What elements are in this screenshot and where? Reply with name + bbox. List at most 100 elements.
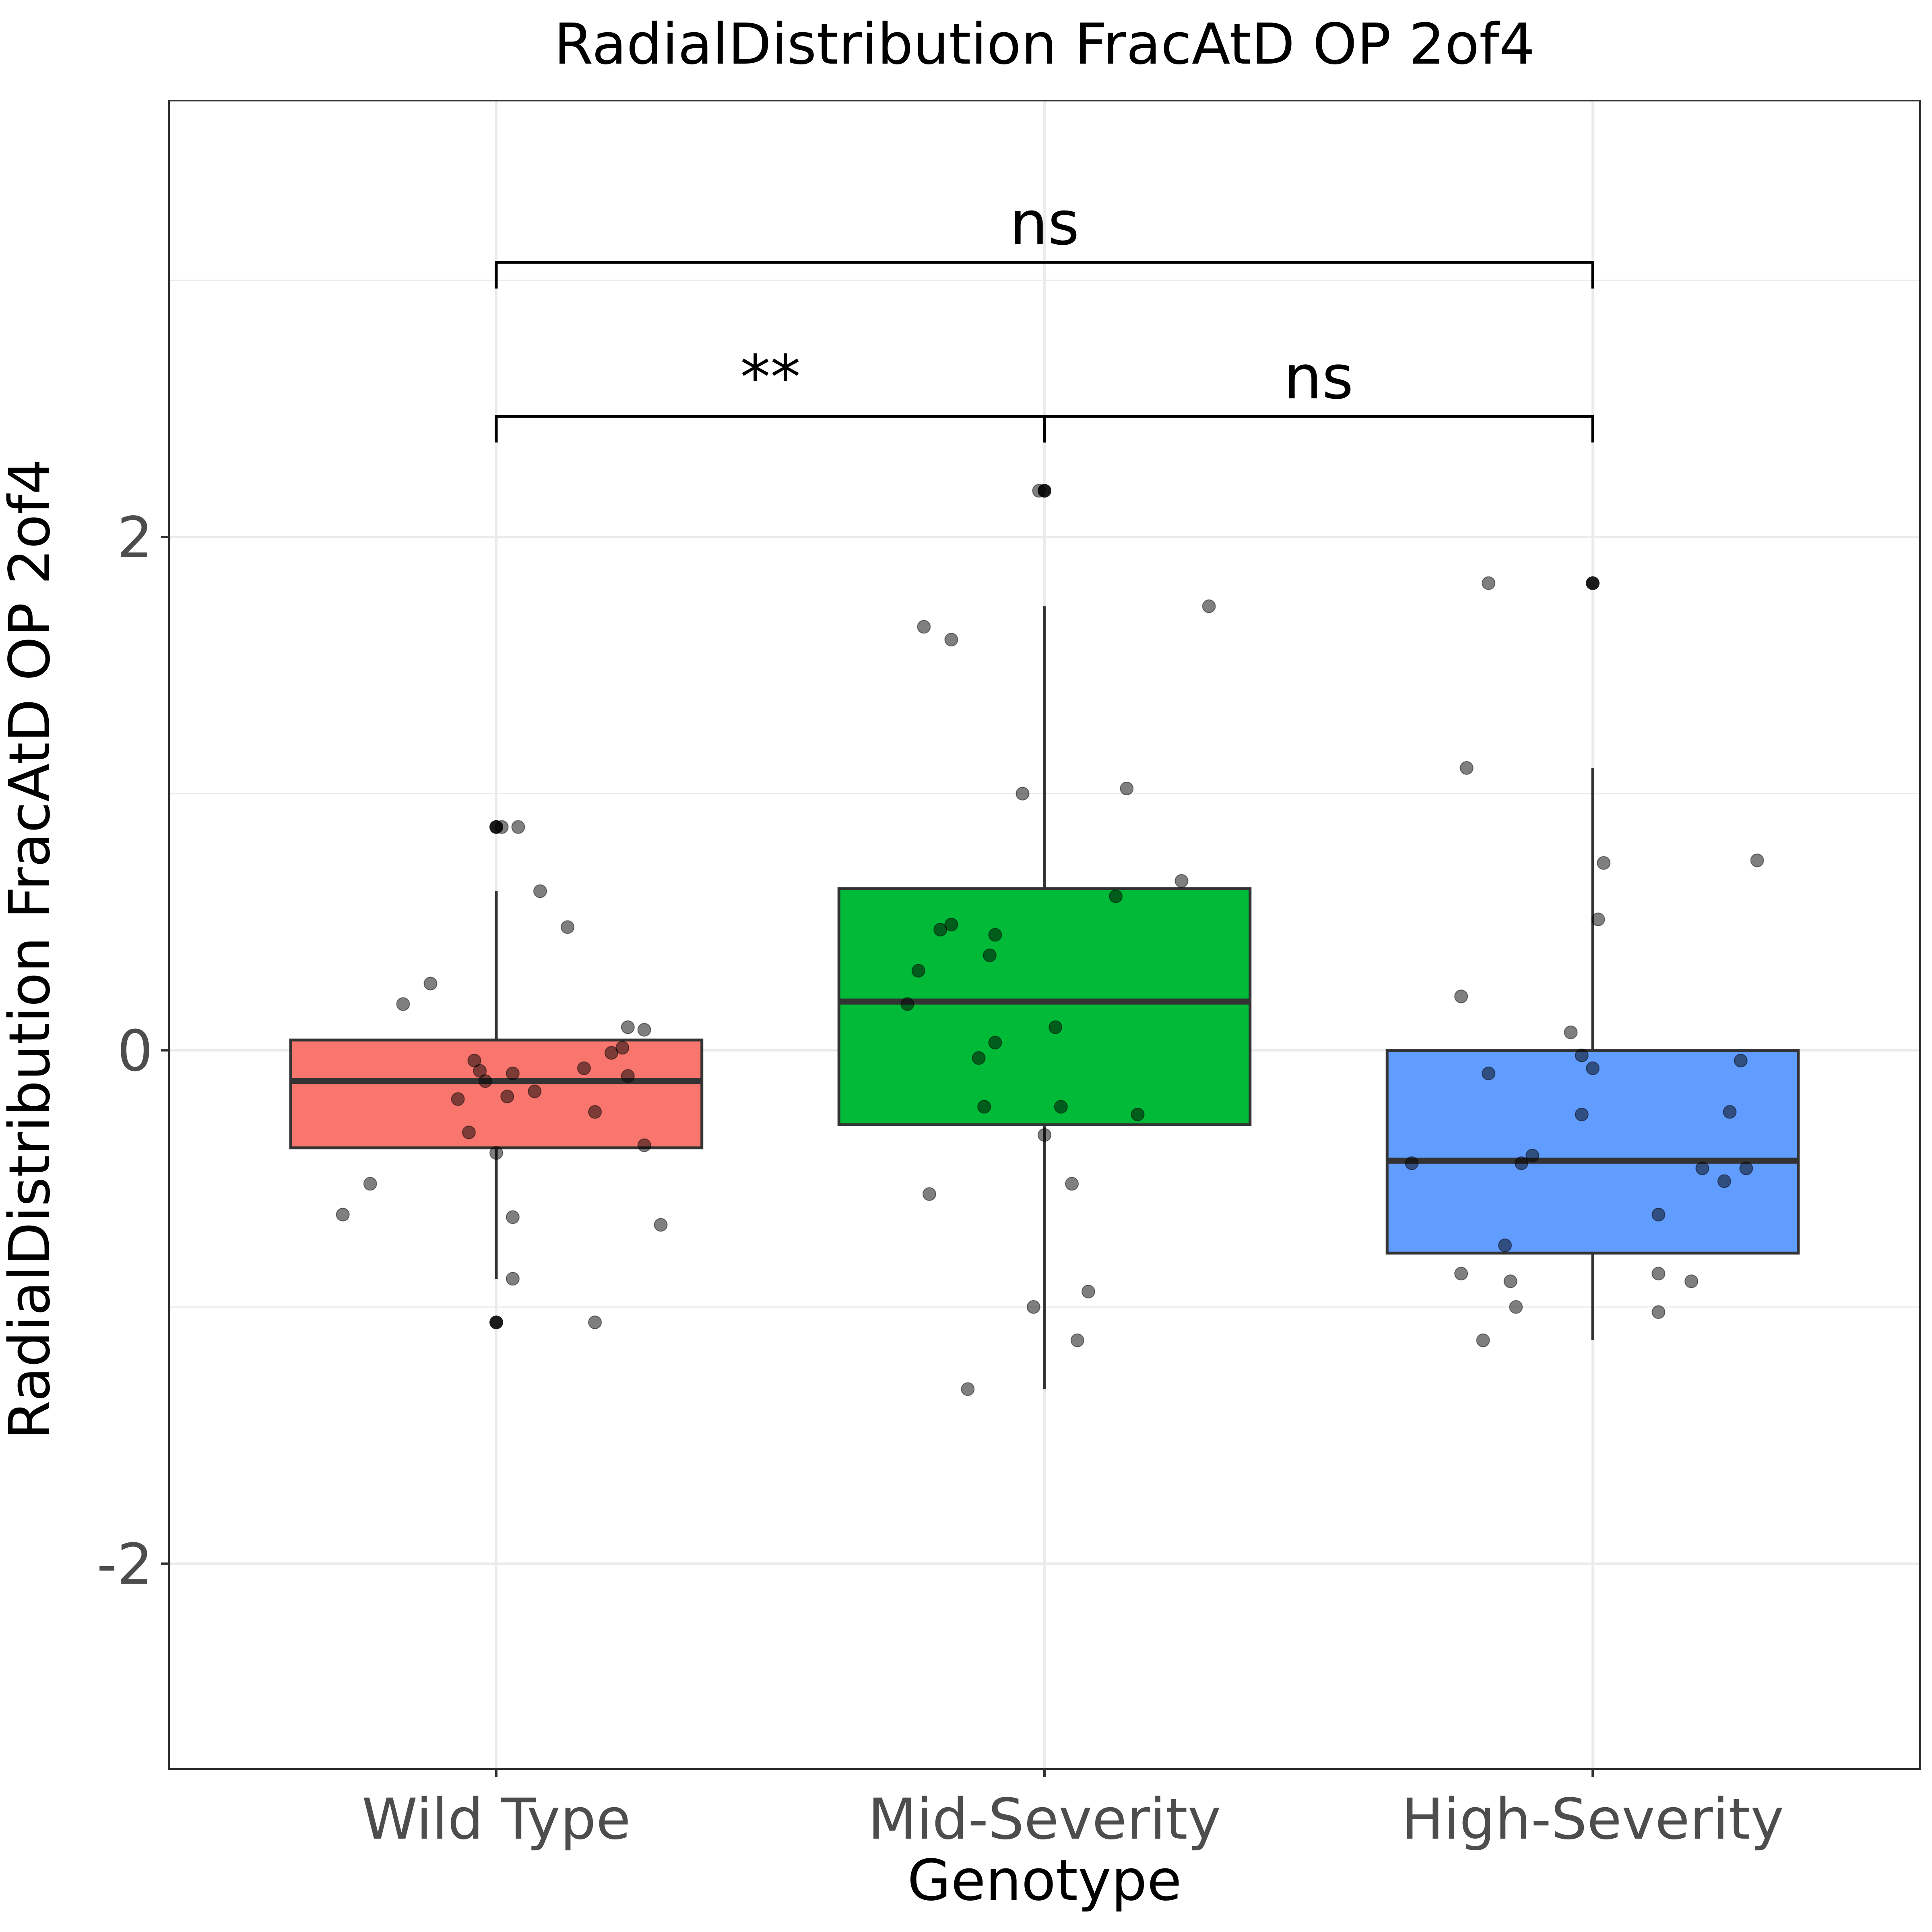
data-point bbox=[561, 920, 575, 934]
data-point bbox=[1174, 874, 1189, 888]
data-point bbox=[1651, 1305, 1666, 1319]
data-point bbox=[621, 1020, 635, 1034]
x-tick-label: High-Severity bbox=[1402, 1787, 1784, 1852]
data-point bbox=[1564, 1025, 1578, 1039]
data-point bbox=[1597, 856, 1611, 870]
data-point bbox=[1482, 1066, 1496, 1080]
data-point bbox=[528, 1084, 542, 1098]
data-point bbox=[922, 1187, 936, 1201]
data-point bbox=[1016, 786, 1030, 801]
data-point bbox=[1120, 782, 1134, 796]
data-point bbox=[577, 1061, 591, 1075]
y-tick-label: 2 bbox=[117, 505, 153, 571]
data-point bbox=[621, 1069, 635, 1083]
data-point bbox=[1454, 1267, 1468, 1281]
data-point bbox=[1591, 912, 1605, 927]
data-point bbox=[533, 884, 547, 898]
data-point bbox=[911, 964, 925, 978]
data-point bbox=[1070, 1333, 1084, 1348]
data-point bbox=[1202, 599, 1216, 613]
data-point bbox=[1459, 761, 1474, 775]
data-point bbox=[1575, 1049, 1589, 1063]
data-point bbox=[506, 1210, 520, 1224]
data-point bbox=[988, 928, 1002, 942]
data-point bbox=[900, 997, 914, 1011]
data-point bbox=[972, 1051, 986, 1065]
data-point bbox=[637, 1138, 651, 1152]
data-point bbox=[1514, 1156, 1528, 1170]
data-point bbox=[1651, 1208, 1666, 1222]
box-mid-severity bbox=[837, 887, 1252, 1126]
data-point bbox=[961, 1382, 975, 1396]
data-point bbox=[983, 948, 997, 962]
data-point bbox=[944, 633, 958, 647]
data-point bbox=[1405, 1156, 1419, 1170]
data-point bbox=[977, 1100, 991, 1114]
data-point bbox=[423, 976, 438, 991]
data-point bbox=[1054, 1100, 1068, 1114]
data-point bbox=[1695, 1161, 1709, 1175]
significance-label: ns bbox=[1009, 189, 1079, 259]
significance-label: ns bbox=[1284, 343, 1353, 413]
data-point bbox=[1049, 1020, 1063, 1034]
data-point bbox=[917, 620, 931, 634]
data-point bbox=[1482, 576, 1496, 590]
data-point bbox=[506, 1066, 520, 1080]
data-point bbox=[1723, 1105, 1737, 1119]
box-high-severity bbox=[1385, 1049, 1800, 1255]
data-point bbox=[588, 1315, 602, 1329]
significance-bracket bbox=[495, 415, 1046, 443]
data-point bbox=[1717, 1174, 1731, 1188]
data-point bbox=[615, 1041, 630, 1055]
plot-panel: ns ** ns -2 0 2 Wild Type Mid-Severity High-Seve… bbox=[97, 100, 1921, 1852]
box-wild-type bbox=[289, 1038, 704, 1150]
data-point bbox=[506, 1272, 520, 1286]
data-point bbox=[495, 820, 509, 834]
data-point bbox=[1109, 889, 1123, 903]
data-point bbox=[988, 1036, 1002, 1050]
data-point bbox=[1131, 1107, 1145, 1121]
x-tick-label: Wild Type bbox=[362, 1787, 631, 1852]
outlier-point bbox=[1586, 576, 1600, 590]
outlier-point bbox=[489, 1315, 503, 1329]
significance-bracket bbox=[495, 261, 1594, 289]
data-point bbox=[1503, 1274, 1517, 1288]
data-point bbox=[1454, 989, 1468, 1003]
y-tick-label: 0 bbox=[117, 1018, 153, 1084]
data-point bbox=[478, 1074, 492, 1088]
data-point bbox=[1525, 1148, 1540, 1162]
data-point bbox=[1750, 853, 1764, 867]
data-point bbox=[944, 917, 958, 931]
data-point bbox=[1032, 484, 1046, 498]
data-point bbox=[1081, 1284, 1095, 1298]
data-point bbox=[500, 1090, 514, 1104]
data-point bbox=[1476, 1333, 1490, 1348]
data-point bbox=[654, 1218, 668, 1232]
data-point bbox=[1734, 1053, 1748, 1067]
data-point bbox=[1684, 1274, 1699, 1288]
data-point bbox=[588, 1105, 602, 1119]
data-point bbox=[451, 1092, 465, 1106]
y-axis-title: RadialDistribution FracAtD OP 2of4 bbox=[0, 458, 63, 1439]
data-point bbox=[396, 997, 410, 1011]
x-axis-title: Genotype bbox=[907, 1848, 1182, 1913]
data-point bbox=[1509, 1300, 1523, 1314]
significance-bracket bbox=[1043, 415, 1594, 443]
data-point bbox=[1586, 1061, 1600, 1075]
x-tick-label: Mid-Severity bbox=[868, 1787, 1221, 1852]
data-point bbox=[462, 1125, 476, 1139]
chart-title: RadialDistribution FracAtD OP 2of4 bbox=[554, 12, 1535, 77]
data-point bbox=[1065, 1177, 1079, 1191]
data-point bbox=[1575, 1107, 1589, 1121]
data-point bbox=[1038, 1128, 1051, 1142]
data-point bbox=[1026, 1300, 1040, 1314]
data-point bbox=[363, 1177, 377, 1191]
data-point bbox=[1739, 1161, 1753, 1175]
y-tick-label: -2 bbox=[97, 1532, 153, 1598]
data-point bbox=[637, 1023, 651, 1037]
significance-label: ** bbox=[740, 343, 801, 413]
data-point bbox=[336, 1208, 350, 1222]
data-point bbox=[1651, 1267, 1666, 1281]
